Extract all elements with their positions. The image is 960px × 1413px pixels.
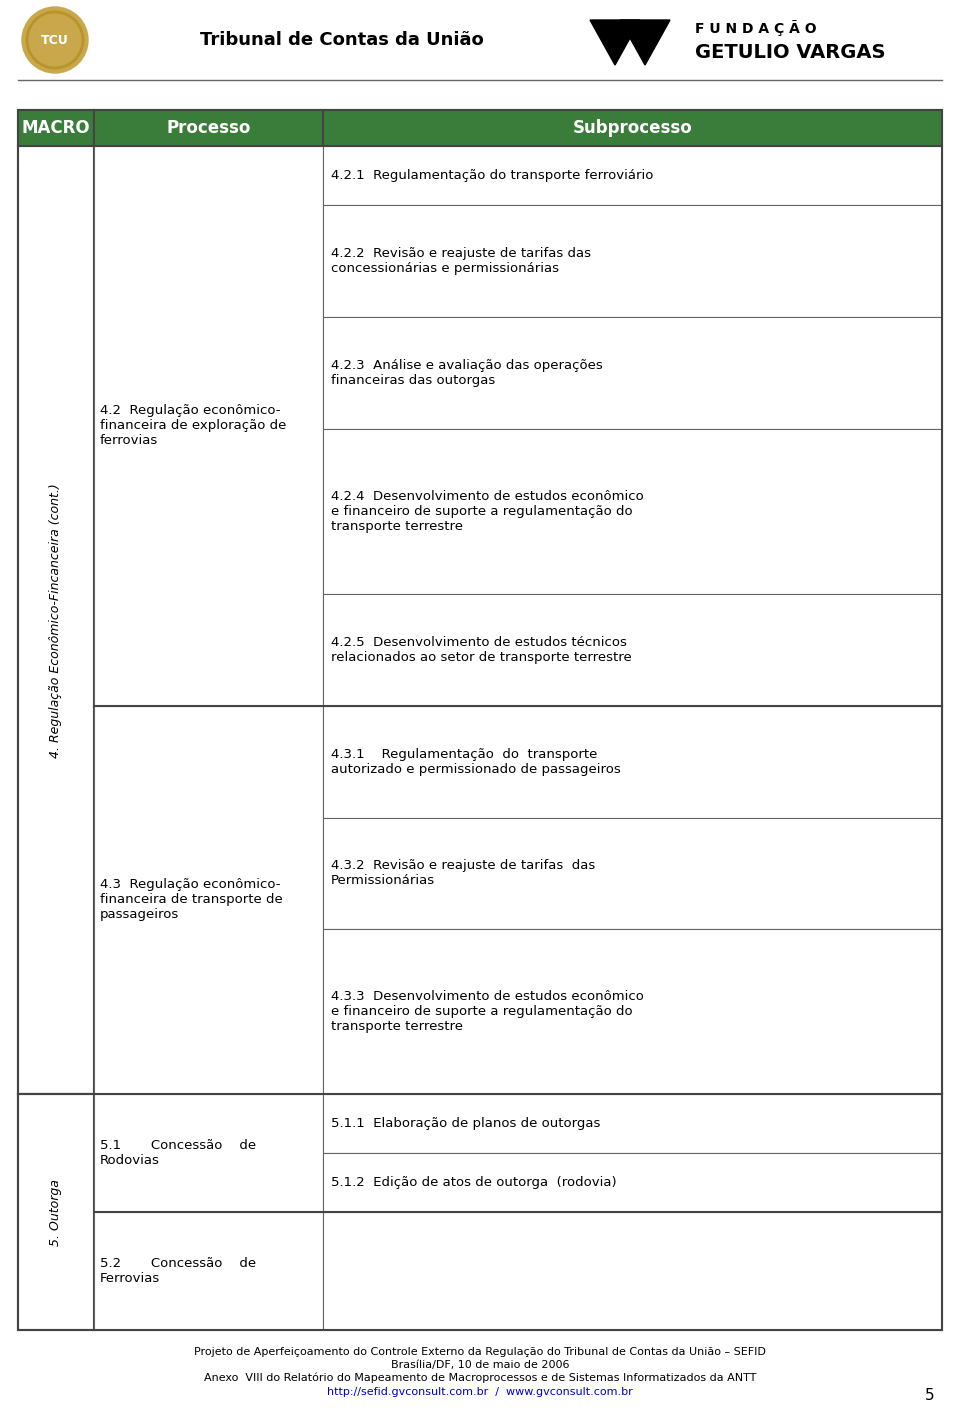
Bar [94,146,323,705]
Text: Anexo  VIII do Relatório do Mapeamento de Macroprocessos e de Sistemas Informati: Anexo VIII do Relatório do Mapeamento de… [204,1373,756,1383]
Text: F U N D A Ç Ã O: F U N D A Ç Ã O [695,20,817,35]
Text: 4.2.4  Desenvolvimento de estudos econômico
e financeiro de suporte a regulament: 4.2.4 Desenvolvimento de estudos econômi… [331,490,643,533]
Text: 5.1.2  Edição de atos de outorga  (rodovia): 5.1.2 Edição de atos de outorga (rodovia… [331,1176,616,1190]
Text: TCU: TCU [41,34,69,47]
Bar [323,205,942,317]
Text: 4.3.2  Revisão e reajuste de tarifas  das
Permissionárias: 4.3.2 Revisão e reajuste de tarifas das … [331,859,595,887]
Text: 4.2.2  Revisão e reajuste de tarifas das
concessionárias e permissionárias: 4.2.2 Revisão e reajuste de tarifas das … [331,247,591,276]
Bar [323,110,942,146]
Bar [18,1095,94,1330]
Text: http://sefid.gvconsult.com.br  /  www.gvconsult.com.br: http://sefid.gvconsult.com.br / www.gvco… [327,1388,633,1397]
Text: 4.3.3  Desenvolvimento de estudos econômico
e financeiro de suporte a regulament: 4.3.3 Desenvolvimento de estudos econômi… [331,991,644,1033]
Bar [323,705,942,818]
Text: 5.1.1  Elaboração de planos de outorgas: 5.1.1 Elaboração de planos de outorgas [331,1118,600,1130]
Bar [323,1212,942,1330]
Bar [323,317,942,428]
Bar [94,705,323,1095]
Bar [18,146,94,1095]
Bar [94,110,323,146]
Text: 5. Outorga: 5. Outorga [49,1178,62,1246]
Bar [323,1153,942,1212]
Bar [18,110,94,146]
Bar [94,1095,323,1212]
Bar [323,146,942,205]
Circle shape [22,7,88,73]
Bar [323,593,942,705]
Text: 4.3.1    Regulamentação  do  transporte
autorizado e permissionado de passageiro: 4.3.1 Regulamentação do transporte autor… [331,747,621,776]
Bar [94,1212,323,1330]
Text: GETULIO VARGAS: GETULIO VARGAS [695,42,885,62]
Text: MACRO: MACRO [21,119,90,137]
Bar [18,110,942,1330]
Text: 4. Regulação Econômico-Fincanceira (cont.): 4. Regulação Econômico-Fincanceira (cont… [49,483,62,757]
Text: 5.2       Concessão    de
Ferrovias: 5.2 Concessão de Ferrovias [100,1258,256,1284]
Text: 5.1       Concessão    de
Rodovias: 5.1 Concessão de Rodovias [100,1139,256,1167]
Bar [323,930,942,1095]
Bar [323,1095,942,1153]
Bar [323,428,942,593]
Text: Tribunal de Contas da União: Tribunal de Contas da União [200,31,484,49]
Text: Subprocesso: Subprocesso [572,119,692,137]
Text: 4.2.3  Análise e avaliação das operações
financeiras das outorgas: 4.2.3 Análise e avaliação das operações … [331,359,603,387]
Text: Processo: Processo [166,119,251,137]
Polygon shape [620,20,670,65]
Polygon shape [590,20,640,65]
Text: Projeto de Aperfeiçoamento do Controle Externo da Regulação do Tribunal de Conta: Projeto de Aperfeiçoamento do Controle E… [194,1347,766,1356]
Text: 4.2  Regulação econômico-
financeira de exploração de
ferrovias: 4.2 Regulação econômico- financeira de e… [100,404,286,448]
Text: 5: 5 [925,1388,935,1403]
Bar [323,818,942,930]
Text: 4.2.5  Desenvolvimento de estudos técnicos
relacionados ao setor de transporte t: 4.2.5 Desenvolvimento de estudos técnico… [331,636,632,664]
Text: Brasília/DF, 10 de maio de 2006: Brasília/DF, 10 de maio de 2006 [391,1359,569,1371]
Text: 4.2.1  Regulamentação do transporte ferroviário: 4.2.1 Regulamentação do transporte ferro… [331,170,654,182]
Text: 4.3  Regulação econômico-
financeira de transporte de
passageiros: 4.3 Regulação econômico- financeira de t… [100,879,282,921]
